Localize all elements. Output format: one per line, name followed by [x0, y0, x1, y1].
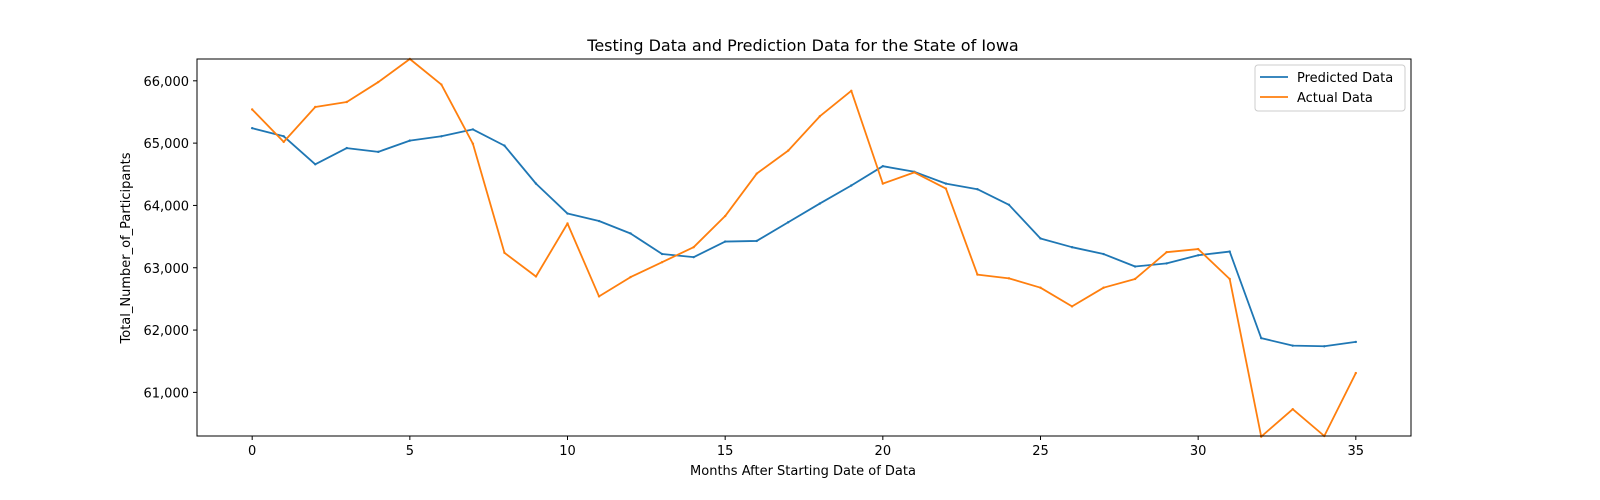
x-tick-label: 0 [248, 444, 256, 459]
data-point [755, 239, 758, 243]
data-point [534, 275, 538, 278]
data-point [1133, 265, 1137, 268]
data-point [377, 80, 380, 84]
data-point [408, 139, 412, 142]
data-point [1039, 286, 1042, 289]
x-tick-label: 30 [1190, 444, 1207, 459]
y-tick-label: 62,000 [144, 324, 190, 339]
data-point [1291, 408, 1294, 411]
y-axis: 61,000 62,000 63,000 64,000 65,000 66,000 [144, 75, 197, 401]
plot-area [196, 57, 1412, 438]
data-point [440, 83, 443, 86]
data-point [1354, 371, 1358, 375]
data-point [314, 105, 317, 109]
series-line-1 [251, 127, 1357, 348]
data-point [1165, 262, 1168, 265]
data-point [282, 135, 285, 138]
legend-item-2: Actual Data [1260, 91, 1373, 106]
data-point [1196, 254, 1200, 257]
y-tick-label: 65,000 [144, 137, 190, 152]
x-axis: 0 5 10 15 20 25 30 35 [248, 436, 1364, 459]
data-point [1070, 245, 1074, 249]
data-point [1102, 286, 1105, 289]
data-point [944, 187, 948, 190]
data-point [250, 126, 254, 130]
chart-title: Testing Data and Prediction Data for the… [586, 36, 1018, 55]
data-point [377, 150, 380, 154]
data-point [1228, 277, 1231, 281]
data-point [913, 171, 916, 174]
series-1 [250, 126, 1358, 348]
series-line-2 [251, 58, 1357, 438]
legend-label: Actual Data [1297, 91, 1373, 106]
data-point [976, 188, 979, 191]
data-point [1260, 336, 1263, 340]
x-tick-label: 15 [717, 444, 734, 459]
data-point [471, 142, 475, 145]
data-point [723, 240, 727, 243]
y-tick-label: 63,000 [144, 262, 190, 277]
y-tick-label: 66,000 [144, 75, 190, 90]
data-point [345, 146, 348, 150]
data-point [1228, 250, 1231, 253]
data-point [1291, 344, 1294, 347]
data-point [850, 89, 853, 92]
data-point [723, 214, 727, 218]
data-point [597, 295, 601, 298]
x-tick-label: 25 [1032, 444, 1049, 459]
y-tick-label: 61,000 [144, 386, 190, 401]
data-point [566, 212, 569, 215]
data-point [818, 202, 821, 205]
data-point [629, 232, 632, 235]
data-point [818, 115, 821, 118]
x-tick-label: 10 [559, 444, 576, 459]
data-point [440, 135, 443, 138]
x-tick-label: 20 [875, 444, 892, 459]
data-point [787, 149, 790, 152]
legend: Predicted Data Actual Data [1254, 64, 1406, 112]
x-tick-label: 35 [1348, 444, 1365, 459]
data-point [314, 163, 317, 166]
data-point [1007, 277, 1011, 280]
data-point [692, 245, 695, 249]
data-point [1070, 305, 1074, 308]
data-point [1323, 345, 1326, 348]
data-point [881, 182, 885, 185]
data-point [629, 275, 632, 279]
data-point [1102, 252, 1105, 256]
data-point [282, 140, 285, 144]
data-point [660, 260, 664, 264]
data-point [850, 184, 853, 187]
axes-frame [196, 58, 1412, 437]
legend-item-1: Predicted Data [1260, 71, 1393, 86]
data-point [1007, 203, 1011, 207]
data-point [1133, 277, 1137, 281]
x-tick-label: 5 [406, 444, 414, 459]
data-point [787, 221, 790, 224]
data-point [660, 252, 664, 256]
data-point [1196, 247, 1200, 251]
data-point [503, 251, 506, 254]
data-point [944, 182, 948, 185]
y-axis-label: Total_Number_of_Participants [119, 152, 134, 344]
data-point [597, 219, 601, 223]
data-point [345, 100, 348, 104]
data-point [1354, 340, 1358, 344]
legend-box [1254, 64, 1406, 112]
data-point [503, 144, 506, 147]
data-point [1165, 250, 1168, 254]
data-point [976, 273, 979, 276]
data-point [692, 255, 695, 259]
data-point [250, 108, 254, 111]
data-point [1039, 237, 1042, 240]
y-tick-label: 64,000 [144, 199, 190, 214]
x-axis-label: Months After Starting Date of Data [690, 464, 916, 479]
data-point [881, 164, 885, 168]
data-point [566, 222, 569, 225]
data-point [534, 182, 538, 185]
data-point [471, 128, 475, 131]
data-point [755, 172, 758, 175]
legend-label: Predicted Data [1297, 71, 1393, 86]
